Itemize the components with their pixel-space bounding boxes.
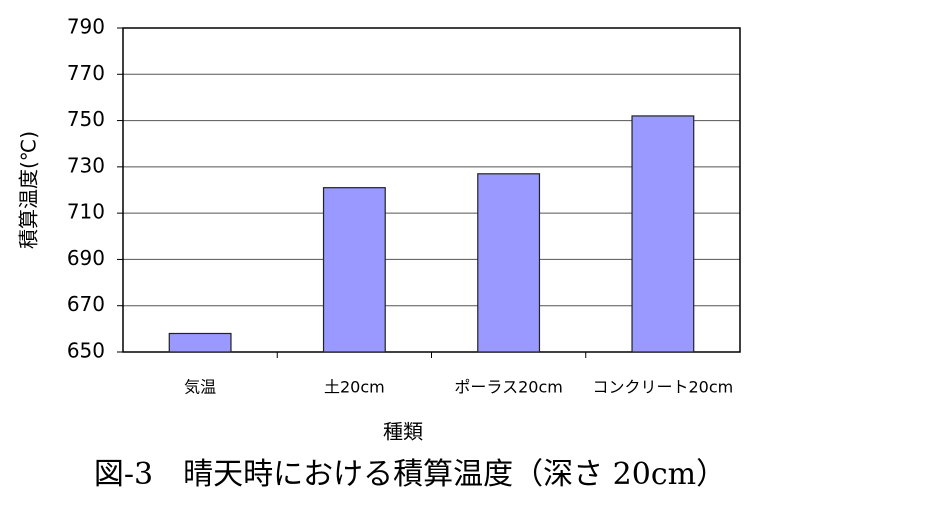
x-tick-label: コンクリート20cm — [593, 378, 734, 397]
chart-title: 図-3 晴天時における積算温度（深さ 20cm） — [94, 457, 726, 492]
y-tick-label: 770 — [67, 61, 105, 85]
bar — [631, 115, 695, 353]
x-axis-label: 種類 — [383, 420, 423, 444]
bar — [168, 332, 232, 353]
x-tick-label: 土20cm — [324, 378, 385, 397]
y-tick-label: 690 — [67, 246, 105, 270]
x-tick-label: 気温 — [184, 378, 216, 397]
y-tick-label: 790 — [67, 15, 105, 39]
y-tick-label: 750 — [67, 107, 105, 131]
y-axis-label: 積算温度(℃) — [17, 131, 41, 249]
x-tick-label: ポーラス20cm — [454, 378, 562, 397]
y-tick-label: 730 — [67, 153, 105, 177]
bar — [477, 173, 541, 353]
y-tick-label: 710 — [67, 200, 105, 224]
y-tick-label: 670 — [67, 292, 105, 316]
y-tick-label: 650 — [67, 339, 105, 363]
bar — [322, 187, 386, 353]
